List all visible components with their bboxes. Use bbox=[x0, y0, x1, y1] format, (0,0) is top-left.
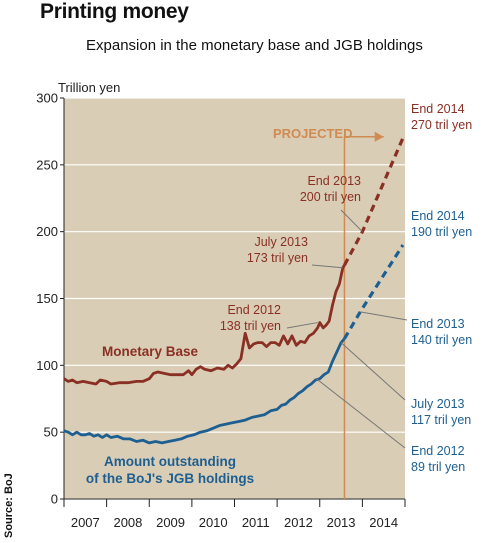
y-tick-label-150: 150 bbox=[36, 291, 58, 306]
annotation-text-4-0: End 2014 bbox=[411, 209, 465, 223]
series-label-jgb-0: Amount outstanding bbox=[104, 454, 236, 469]
y-tick-label-200: 200 bbox=[36, 224, 58, 239]
series-projection-jgb bbox=[343, 244, 405, 340]
annotation-text-1-0: End 2013 bbox=[307, 174, 361, 188]
y-axis-label: Trillion yen bbox=[58, 80, 120, 95]
annotation-text-7-1: 89 tril yen bbox=[411, 460, 465, 474]
chart-subtitle: Expansion in the monetary base and JGB h… bbox=[86, 37, 423, 54]
annotation-text-3-0: End 2012 bbox=[227, 303, 281, 317]
x-tick-label-2007: 2007 bbox=[71, 515, 100, 530]
projected-label: PROJECTED bbox=[273, 126, 352, 141]
x-tick-label-2011: 2011 bbox=[242, 515, 270, 530]
x-tick-label-2012: 2012 bbox=[284, 515, 313, 530]
annotation-leaders bbox=[286, 209, 408, 449]
series-projection-monetary_base bbox=[343, 137, 405, 266]
y-tick-label-50: 50 bbox=[44, 425, 58, 440]
projected-arrow-head bbox=[374, 131, 384, 142]
series-line-monetary_base bbox=[63, 264, 346, 386]
annotation-text-5-1: 140 tril yen bbox=[411, 333, 472, 347]
annotation-text-2-1: 173 tril yen bbox=[247, 251, 308, 265]
y-tick-label-0: 0 bbox=[51, 492, 58, 507]
annotation-text-0-0: End 2014 bbox=[411, 102, 465, 116]
annotation-text-5-0: End 2013 bbox=[411, 317, 465, 331]
annotation-text-0-1: 270 tril yen bbox=[411, 118, 472, 132]
annotation-leader-5 bbox=[360, 311, 408, 321]
series-label-monetary-base: Monetary Base bbox=[102, 344, 199, 359]
source-note: Source: BoJ bbox=[3, 473, 15, 538]
y-tick-label-100: 100 bbox=[36, 358, 58, 373]
x-tick-label-2010: 2010 bbox=[199, 515, 228, 530]
annotation-text-1-1: 200 tril yen bbox=[300, 190, 361, 204]
series-line-jgb bbox=[63, 337, 346, 445]
annotation-leader-7 bbox=[316, 378, 406, 449]
chart-title: Printing money bbox=[40, 0, 189, 23]
series-label-jgb-1: of the BoJ's JGB holdings bbox=[86, 471, 254, 486]
annotation-text-7-0: End 2012 bbox=[411, 444, 465, 458]
annotation-text-2-0: July 2013 bbox=[254, 235, 308, 249]
x-tick-label-2013: 2013 bbox=[327, 515, 356, 530]
annotation-leader-2 bbox=[311, 264, 343, 269]
series-lines bbox=[63, 137, 405, 445]
projected-marker: PROJECTED bbox=[273, 126, 384, 499]
x-tick-label-2014: 2014 bbox=[369, 515, 398, 530]
annotation-text-6-1: 117 tril yen bbox=[411, 413, 471, 427]
x-tick-label-2009: 2009 bbox=[156, 515, 185, 530]
annotation-leader-3 bbox=[286, 322, 318, 329]
annotation-text-4-1: 190 tril yen bbox=[411, 225, 472, 239]
annotation-text-3-1: 138 tril yen bbox=[220, 319, 281, 333]
annotation-leader-6 bbox=[340, 342, 406, 401]
y-tick-label-300: 300 bbox=[36, 91, 58, 106]
annotation-labels: End 2014 270 tril yen End 2013 200 tril yen… bbox=[86, 102, 472, 486]
y-tick-label-250: 250 bbox=[36, 157, 58, 172]
x-tick-label-2008: 2008 bbox=[113, 515, 142, 530]
annotation-leader-1 bbox=[340, 209, 363, 233]
annotation-text-6-0: July 2013 bbox=[411, 397, 465, 411]
